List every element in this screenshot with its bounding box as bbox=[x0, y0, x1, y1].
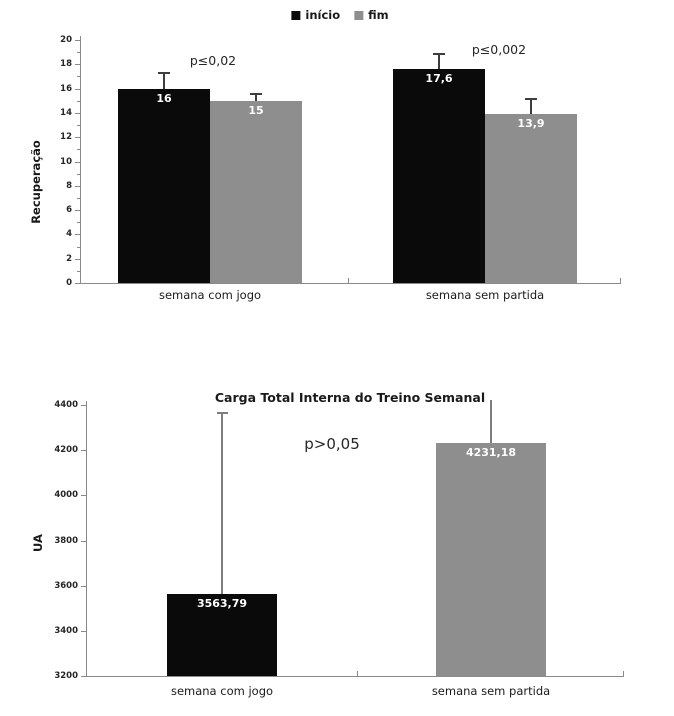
legend-item: fim bbox=[354, 8, 389, 22]
x-tick bbox=[356, 671, 358, 676]
y-tick-label: 4200 bbox=[54, 445, 78, 456]
bar-value-label: 4231,18 bbox=[465, 446, 517, 460]
x-category-label: semana com jogo bbox=[170, 684, 274, 698]
legend-item: início bbox=[291, 8, 340, 22]
bar-value-label: 3563,79 bbox=[196, 596, 248, 610]
y-tick bbox=[75, 112, 80, 114]
p-value-annotation: p>0,05 bbox=[304, 435, 360, 453]
y-tick bbox=[75, 88, 80, 90]
x-category-label: semana sem partida bbox=[431, 684, 551, 698]
legend-label: fim bbox=[368, 8, 389, 22]
error-bar-line bbox=[490, 400, 492, 444]
bar bbox=[485, 114, 577, 283]
y-tick bbox=[81, 405, 86, 406]
chart-title: Carga Total Interna do Treino Semanal bbox=[214, 390, 486, 405]
error-bar-cap bbox=[525, 98, 537, 101]
y-tick-label: 4400 bbox=[54, 400, 78, 410]
y-tick bbox=[75, 64, 80, 66]
legend: início fim bbox=[291, 8, 389, 22]
error-bar-cap bbox=[216, 412, 228, 415]
bar-value-label: 17,6 bbox=[425, 72, 453, 86]
bar-value-label: 16 bbox=[156, 91, 172, 105]
bar-value-label: 13,9 bbox=[517, 117, 545, 131]
error-bar-line bbox=[530, 98, 532, 115]
y-tick bbox=[75, 137, 80, 139]
x-axis-line bbox=[80, 283, 621, 284]
y-tick bbox=[81, 630, 86, 632]
y-tick bbox=[75, 234, 80, 236]
y-axis-line bbox=[80, 36, 81, 284]
x-tick bbox=[620, 278, 621, 283]
y-tick bbox=[75, 185, 80, 187]
x-category-label: semana sem partida bbox=[425, 288, 545, 302]
y-minor-tick bbox=[77, 52, 80, 54]
legend-swatch-icon bbox=[291, 10, 301, 20]
bar bbox=[436, 443, 546, 676]
x-category-label: semana com jogo bbox=[158, 288, 262, 302]
error-bar-line bbox=[221, 412, 223, 594]
y-tick-label: 4 bbox=[66, 229, 72, 240]
legend-label: início bbox=[305, 8, 341, 22]
y-tick bbox=[81, 676, 86, 677]
y-tick bbox=[81, 585, 86, 587]
y-tick-label: 10 bbox=[60, 156, 72, 167]
y-tick bbox=[81, 495, 86, 497]
y-minor-tick bbox=[77, 270, 80, 272]
y-minor-tick bbox=[77, 246, 80, 248]
y-tick bbox=[75, 283, 80, 284]
y-minor-tick bbox=[77, 222, 80, 224]
y-tick-label: 16 bbox=[60, 83, 72, 94]
y-minor-tick bbox=[77, 125, 80, 127]
y-tick-label: 0 bbox=[66, 278, 72, 288]
y-tick-label: 4000 bbox=[54, 490, 78, 501]
y-minor-tick bbox=[77, 76, 80, 78]
error-bar-line bbox=[255, 93, 257, 101]
y-tick-label: 20 bbox=[60, 35, 72, 45]
y-tick bbox=[75, 258, 80, 260]
y-tick bbox=[75, 161, 80, 163]
y-tick bbox=[81, 540, 86, 542]
y-tick-label: 3800 bbox=[54, 535, 78, 546]
y-minor-tick bbox=[77, 173, 80, 175]
x-tick bbox=[347, 278, 349, 283]
y-minor-tick bbox=[77, 100, 80, 102]
y-minor-tick bbox=[77, 149, 80, 151]
bar bbox=[167, 593, 277, 676]
y-tick-label: 3200 bbox=[54, 671, 78, 681]
bar bbox=[118, 88, 210, 283]
error-bar-line bbox=[163, 71, 165, 89]
y-tick bbox=[75, 210, 80, 212]
bar bbox=[393, 69, 485, 283]
y-minor-tick bbox=[77, 197, 80, 199]
y-tick-label: 3400 bbox=[54, 625, 78, 636]
y-tick-label: 14 bbox=[60, 107, 72, 118]
y-tick-label: 12 bbox=[60, 132, 72, 143]
bar-value-label: 15 bbox=[248, 103, 264, 117]
error-bar-cap bbox=[250, 93, 262, 96]
error-bar-line bbox=[438, 53, 440, 70]
y-tick bbox=[81, 450, 86, 452]
y-tick-label: 8 bbox=[66, 180, 72, 191]
y-tick-label: 2 bbox=[66, 253, 72, 264]
p-value-annotation: p≤0,02 bbox=[189, 53, 237, 68]
y-tick-label: 3600 bbox=[54, 580, 78, 591]
bar bbox=[210, 100, 302, 283]
p-value-annotation: p≤0,002 bbox=[471, 42, 527, 57]
y-tick bbox=[75, 40, 80, 41]
y-axis-line bbox=[86, 401, 87, 677]
error-bar-cap bbox=[158, 71, 170, 74]
x-tick bbox=[623, 671, 624, 676]
error-bar-cap bbox=[433, 53, 445, 56]
legend-swatch-icon bbox=[354, 10, 364, 20]
y-tick-label: 6 bbox=[66, 205, 72, 216]
x-axis-line bbox=[86, 676, 624, 677]
y-tick-label: 18 bbox=[60, 59, 72, 70]
